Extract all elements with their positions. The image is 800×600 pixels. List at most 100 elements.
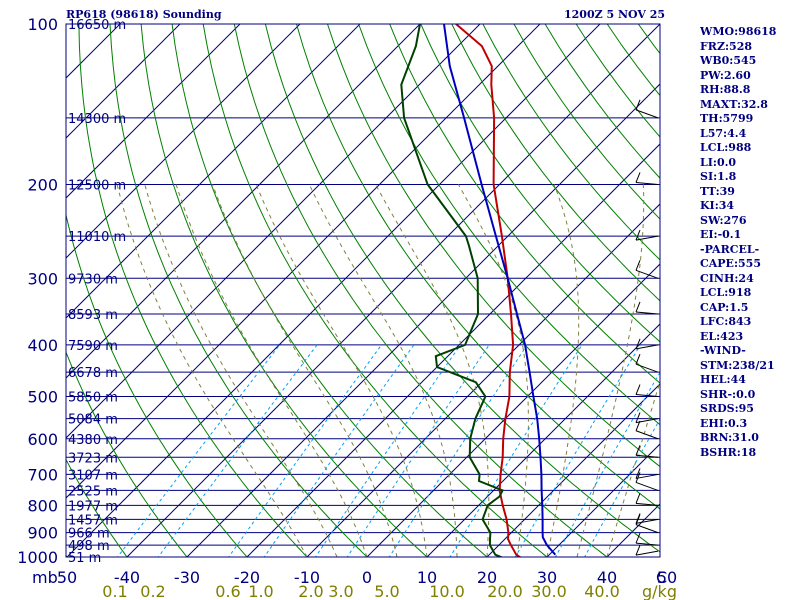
wind-barb	[635, 550, 659, 556]
temperature-tick-label: 20	[477, 568, 497, 587]
temperature-tick-label: -30	[174, 568, 200, 587]
dry-adiabat	[66, 458, 128, 557]
index-item: HEL:44	[700, 373, 746, 386]
wind-barb	[635, 344, 659, 350]
parcel-trace	[443, 24, 557, 556]
wind-barb	[635, 524, 659, 534]
temperature-tick-label: 30	[537, 568, 557, 587]
dry-adiabat	[296, 24, 660, 510]
index-item: BRN:31.0	[700, 431, 759, 444]
height-label: 4380 m	[68, 433, 118, 448]
wind-barb-flag	[635, 532, 641, 544]
height-label: 5850 m	[68, 391, 118, 406]
temperature-trace	[455, 24, 522, 557]
mixing-ratio-label: 0.6	[215, 582, 240, 600]
dry-adiabat	[264, 24, 660, 553]
temperature-tick-label: 40	[597, 568, 617, 587]
isotherm-line	[66, 24, 601, 557]
wind-barb-flag	[635, 468, 641, 479]
temperature-tick-label: -20	[234, 568, 260, 587]
mixing-ratio-label: 40.0	[584, 582, 620, 600]
moist-adiabat	[576, 184, 645, 557]
pressure-unit-label: mb	[32, 568, 58, 587]
isotherm-line	[246, 143, 660, 557]
wind-barb-flag	[635, 229, 641, 241]
index-item: LFC:843	[700, 315, 752, 328]
wind-barb-flag	[635, 260, 641, 271]
dry-adiabat	[389, 24, 660, 384]
mixing-ratio-unit: g/kg	[642, 582, 677, 600]
wind-barb-flag	[635, 301, 641, 313]
index-item: L57:4.4	[700, 126, 747, 140]
index-item: LI:0.0	[700, 155, 737, 169]
isotherm-line	[66, 24, 301, 259]
height-label: 9730 m	[68, 272, 118, 287]
wind-barb-flag	[635, 384, 641, 395]
height-label: 51 m	[68, 551, 101, 566]
wind-barb	[635, 518, 659, 524]
pressure-tick-label: 600	[27, 430, 58, 449]
pressure-tick-label: 900	[27, 524, 58, 543]
mixing-ratio-label: 5.0	[374, 582, 399, 600]
index-item: MAXT:32.8	[700, 97, 768, 111]
height-label: 3107 m	[68, 468, 118, 483]
isotherm-line	[126, 24, 660, 557]
station-title: RP618 (98618) Sounding	[66, 8, 222, 21]
height-label: 11010 m	[68, 230, 126, 245]
temperature-tick-label: 50	[57, 568, 77, 587]
dry-adiabat	[66, 554, 68, 557]
index-item: TH:5799	[700, 112, 754, 125]
index-item: LCL:918	[700, 286, 752, 299]
isotherm-line	[66, 24, 541, 499]
index-item: SHR-:0.0	[700, 387, 756, 401]
dry-adiabat	[202, 24, 548, 557]
dry-adiabat	[451, 24, 660, 302]
mixing-ratio-line	[514, 344, 641, 557]
wind-barb	[635, 269, 659, 279]
dry-adiabat	[420, 24, 660, 343]
mixing-ratio-line	[228, 344, 382, 557]
temperature-unit-label: C	[656, 568, 667, 587]
isotherm-line	[186, 83, 660, 557]
isotherm-line	[66, 24, 241, 199]
mixing-ratio-line	[157, 344, 318, 557]
wind-barb-flag	[635, 172, 641, 183]
dewpoint-trace	[400, 24, 504, 557]
mixing-ratio-label: 0.1	[102, 582, 127, 600]
height-label: 1977 m	[68, 499, 118, 514]
height-label: 6678 m	[68, 366, 118, 381]
isotherm-line	[366, 263, 660, 557]
index-item: SRDS:95	[700, 402, 754, 415]
height-label: 12500 m	[68, 178, 126, 193]
index-item: BSHR:18	[700, 445, 757, 459]
dry-adiabat	[171, 24, 488, 557]
index-item: CAPE:555	[700, 257, 761, 270]
wind-barb	[635, 502, 659, 506]
mixing-ratio-label: 10.0	[429, 582, 465, 600]
temperature-tick-label: -40	[114, 568, 140, 587]
wind-barb-flag	[635, 493, 641, 504]
pressure-tick-label: 700	[27, 465, 58, 484]
moist-adiabat	[116, 184, 308, 557]
temperature-tick-label: 0	[362, 568, 372, 587]
height-label: 1457 m	[68, 513, 118, 528]
index-item: CAP:1.5	[700, 300, 749, 314]
wind-barb	[635, 363, 659, 373]
mixing-ratio-line	[346, 344, 490, 557]
height-label: 7590 m	[68, 339, 118, 354]
wind-barb	[635, 394, 659, 398]
isotherm-line	[0, 12, 72, 568]
plot-frame	[65, 23, 661, 558]
plot-area	[0, 12, 660, 568]
pressure-tick-label: 1000	[17, 548, 58, 567]
height-label: 14300 m	[68, 112, 126, 127]
wind-barb	[635, 311, 659, 315]
dry-adiabat	[66, 350, 188, 557]
index-item: WB0:545	[700, 54, 757, 67]
wind-barb-flag	[635, 99, 641, 111]
isotherm-line	[546, 443, 660, 557]
height-label: 498 m	[68, 539, 110, 554]
moist-adiabat	[457, 184, 529, 557]
index-item: EHI:0.3	[700, 416, 748, 430]
